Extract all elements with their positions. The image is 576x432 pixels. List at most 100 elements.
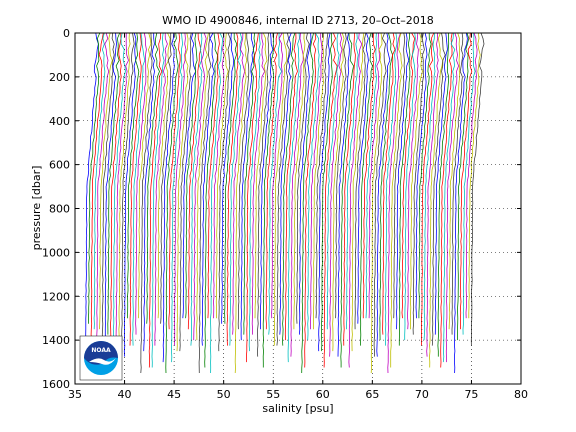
x-tick-label: 55 — [266, 388, 280, 401]
profile-line — [276, 32, 290, 346]
profile-line — [273, 32, 288, 346]
profile-line — [423, 32, 436, 341]
noaa-logo-sky-icon — [84, 341, 118, 365]
profile-line — [234, 32, 248, 374]
profile-line — [213, 32, 225, 319]
profile-line — [87, 32, 101, 324]
profile-line — [162, 32, 175, 363]
profile-line — [237, 32, 250, 330]
profile-line — [370, 32, 383, 374]
profile-line — [440, 32, 453, 368]
profile-line — [310, 32, 323, 330]
profile-line — [138, 32, 152, 319]
profile-line — [401, 32, 416, 319]
y-tick-label: 800 — [49, 203, 70, 216]
profile-line — [282, 32, 296, 346]
x-ticks: 35 40 45 50 55 60 65 70 75 80 — [68, 33, 528, 401]
profile-line — [284, 32, 298, 341]
profile-line — [154, 32, 168, 346]
y-tick-label: 200 — [49, 71, 70, 84]
x-tick-label: 80 — [514, 388, 528, 401]
profile-line — [243, 32, 256, 335]
y-tick-label: 1400 — [42, 334, 70, 347]
profile-line — [90, 32, 104, 357]
profile-line — [290, 32, 304, 357]
profile-line — [293, 32, 306, 330]
profile-line — [251, 32, 266, 335]
profile-line — [104, 32, 117, 346]
profile-line — [387, 32, 401, 374]
profile-line — [335, 32, 347, 319]
profile-line — [190, 32, 203, 346]
profile-line — [343, 32, 356, 346]
x-tick-label: 70 — [415, 388, 429, 401]
profile-line — [431, 32, 446, 346]
profile-line — [129, 32, 142, 346]
chart-title: WMO ID 4900846, internal ID 2713, 20–Oct… — [162, 14, 434, 27]
profile-line — [221, 32, 235, 324]
profile-line — [204, 32, 218, 368]
profile-line — [185, 32, 198, 319]
profile-line — [198, 32, 212, 374]
profile-line — [460, 32, 473, 330]
noaa-logo-text: NOAA — [91, 347, 111, 354]
profile-line — [296, 32, 310, 324]
x-tick-label: 65 — [365, 388, 379, 401]
x-tick-label: 45 — [167, 388, 181, 401]
profile-line — [176, 32, 189, 352]
x-tick-label: 60 — [316, 388, 330, 401]
profile-line — [326, 32, 340, 330]
x-tick-label: 40 — [118, 388, 132, 401]
profile-line — [179, 32, 192, 352]
y-tick-label: 0 — [63, 27, 70, 40]
profile-line — [365, 32, 378, 319]
profile-line — [323, 32, 338, 368]
profile-line — [171, 32, 184, 363]
profile-line — [340, 32, 355, 368]
profile-line — [404, 32, 416, 341]
profile-line — [121, 32, 135, 357]
profile-line — [453, 32, 468, 374]
profile-line — [209, 32, 224, 374]
profile-line — [226, 32, 239, 346]
y-tick-label: 1000 — [42, 246, 70, 259]
profile-line — [426, 32, 439, 357]
profile-line — [346, 32, 359, 330]
profile-line — [99, 32, 113, 330]
profile-line — [462, 32, 476, 335]
y-ticks: 0 200 400 600 800 1000 1200 1400 1600 — [42, 27, 521, 391]
y-tick-label: 1600 — [42, 378, 70, 391]
profile-line — [151, 32, 165, 368]
profile-line — [287, 32, 300, 363]
profile-line — [262, 32, 275, 368]
profile-line — [329, 32, 343, 357]
profile-line — [112, 32, 126, 346]
profile-line — [332, 32, 345, 352]
y-tick-label: 400 — [49, 115, 70, 128]
profile-line — [132, 32, 146, 346]
profile-line — [337, 32, 350, 357]
profile-line — [307, 32, 320, 341]
profile-line — [240, 32, 255, 341]
profile-line — [393, 32, 406, 319]
profile-line — [115, 32, 129, 363]
x-tick-label: 35 — [68, 388, 82, 401]
profile-line — [312, 32, 325, 330]
profile-line — [360, 32, 373, 346]
profile-line — [429, 32, 444, 368]
y-tick-label: 1200 — [42, 290, 70, 303]
profile-line — [101, 32, 115, 363]
profile-line — [218, 32, 231, 352]
profile-line — [201, 32, 215, 346]
noaa-logo: NOAA — [79, 335, 123, 381]
profile-line — [96, 32, 110, 357]
profile-line — [157, 32, 171, 319]
profile-line — [409, 32, 423, 330]
profile-line — [362, 32, 376, 319]
x-axis-label: salinity [psu] — [262, 402, 333, 415]
profile-line — [84, 32, 99, 357]
profile-line — [299, 32, 312, 335]
profile-line — [412, 32, 425, 335]
profile-line — [279, 32, 292, 335]
